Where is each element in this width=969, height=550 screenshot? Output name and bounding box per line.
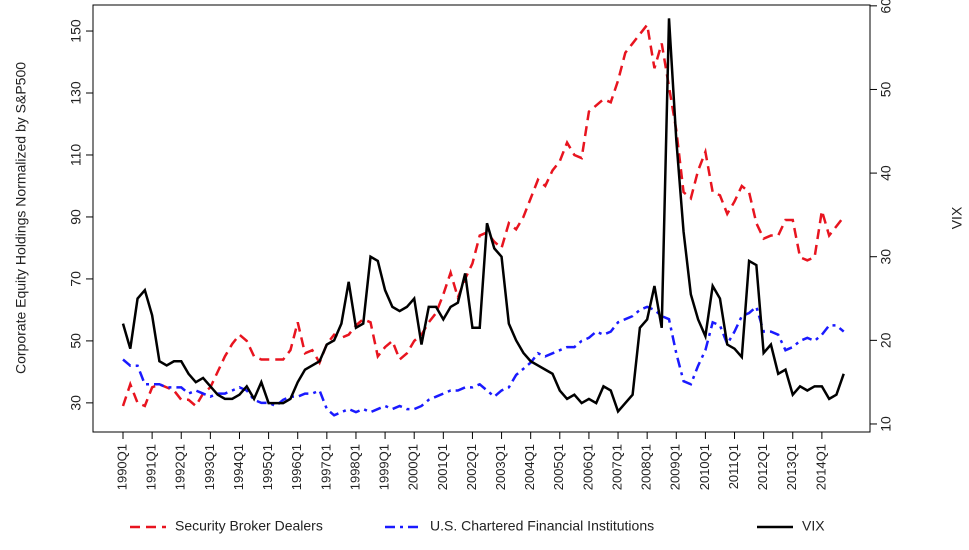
x-tick-label: 1990Q1 (114, 444, 129, 490)
y2-axis-label: VIX (949, 206, 965, 229)
legend-label: VIX (802, 518, 825, 534)
x-tick-label: 1998Q1 (347, 444, 362, 490)
legend-label: U.S. Chartered Financial Institutions (430, 518, 654, 534)
y-tick-label: 130 (68, 81, 84, 105)
x-tick-label: 2008Q1 (639, 444, 654, 490)
y2-tick-label: 50 (878, 81, 894, 97)
y-axis-label: Corporate Equity Holdings Normalized by … (13, 62, 29, 374)
plot-frame (92, 4, 871, 433)
x-tick-label: 2002Q1 (464, 444, 479, 490)
x-tick-label: 2000Q1 (406, 444, 421, 490)
y-tick-label: 50 (68, 333, 84, 349)
x-tick-label: 2014Q1 (813, 444, 828, 490)
x-tick-label: 2013Q1 (784, 444, 799, 490)
x-tick-label: 2012Q1 (755, 444, 770, 490)
y2-tick-label: 60 (878, 0, 894, 14)
legend-label: Security Broker Dealers (175, 518, 323, 534)
x-tick-label: 1996Q1 (289, 444, 304, 490)
y-tick-label: 110 (68, 144, 84, 167)
y-tick-label: 150 (68, 19, 84, 43)
x-tick-label: 2003Q1 (493, 444, 508, 490)
x-tick-label: 1991Q1 (144, 444, 159, 490)
series-line (121, 21, 845, 408)
y2-tick-label: 40 (878, 165, 894, 181)
x-tick-label: 1995Q1 (260, 444, 275, 490)
series-line (121, 18, 845, 414)
y2-tick-label: 10 (878, 416, 894, 432)
x-tick-label: 1994Q1 (231, 444, 246, 490)
x-tick-label: 1993Q1 (202, 444, 217, 490)
x-tick-label: 2004Q1 (522, 444, 537, 490)
x-tick-label: 1999Q1 (377, 444, 392, 490)
x-tick-label: 1992Q1 (173, 444, 188, 490)
y2-tick-label: 30 (878, 249, 894, 265)
x-tick-label: 2009Q1 (668, 444, 683, 490)
x-tick-label: 2001Q1 (435, 444, 450, 490)
x-tick-label: 2007Q1 (609, 444, 624, 490)
x-tick-label: 2005Q1 (551, 444, 566, 490)
y-tick-label: 70 (68, 271, 84, 287)
x-tick-label: 2010Q1 (697, 444, 712, 490)
x-tick-label: 2006Q1 (580, 444, 595, 490)
x-tick-label: 1997Q1 (318, 444, 333, 490)
y2-tick-label: 20 (878, 332, 894, 348)
y-tick-label: 30 (68, 395, 84, 411)
x-tick-label: 2011Q1 (726, 444, 741, 489)
y-tick-label: 90 (68, 209, 84, 225)
